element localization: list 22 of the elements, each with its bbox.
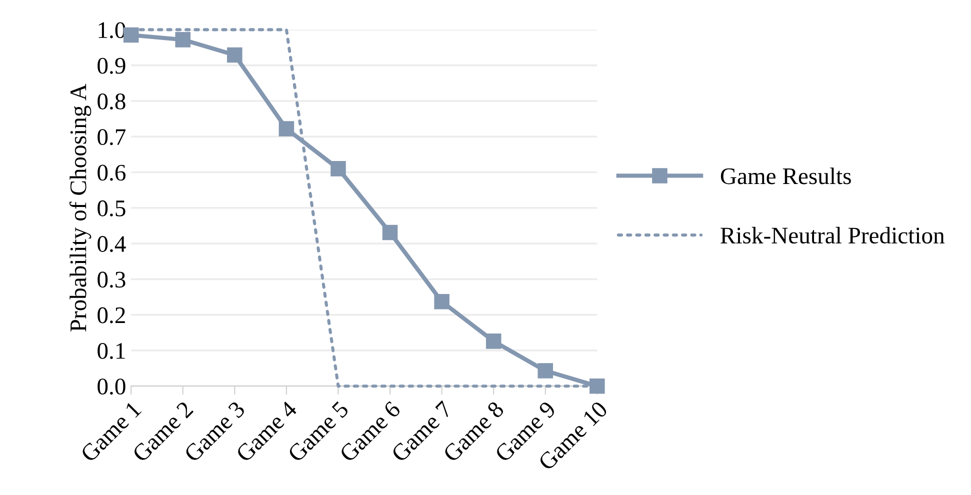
point — [434, 294, 450, 310]
y-tick-label: 0.5 — [98, 200, 126, 216]
y-tick-label: 0.9 — [98, 58, 126, 74]
y-tick-label: 0.7 — [98, 129, 126, 146]
y-tick-label: 0.4 — [98, 236, 126, 252]
point — [538, 363, 554, 378]
legend-label: Risk-Neutral Prediction — [720, 226, 944, 244]
y-tick-label: 0.1 — [98, 342, 125, 359]
y-tick-label: 0.3 — [98, 272, 126, 288]
point — [227, 47, 242, 63]
y-tick-label: 0.2 — [98, 307, 125, 324]
point — [278, 121, 294, 136]
point — [382, 224, 398, 240]
legend-label: Game Results — [720, 168, 851, 184]
point — [123, 27, 139, 43]
y-tick-label: 0.8 — [98, 93, 126, 110]
point — [486, 334, 502, 349]
point — [175, 32, 191, 48]
y-tick-label: 0.6 — [98, 164, 126, 181]
y-tick-label: 0.0 — [98, 378, 126, 395]
point — [330, 161, 346, 176]
y-axis-title: Probability of Choosing A — [69, 84, 92, 332]
